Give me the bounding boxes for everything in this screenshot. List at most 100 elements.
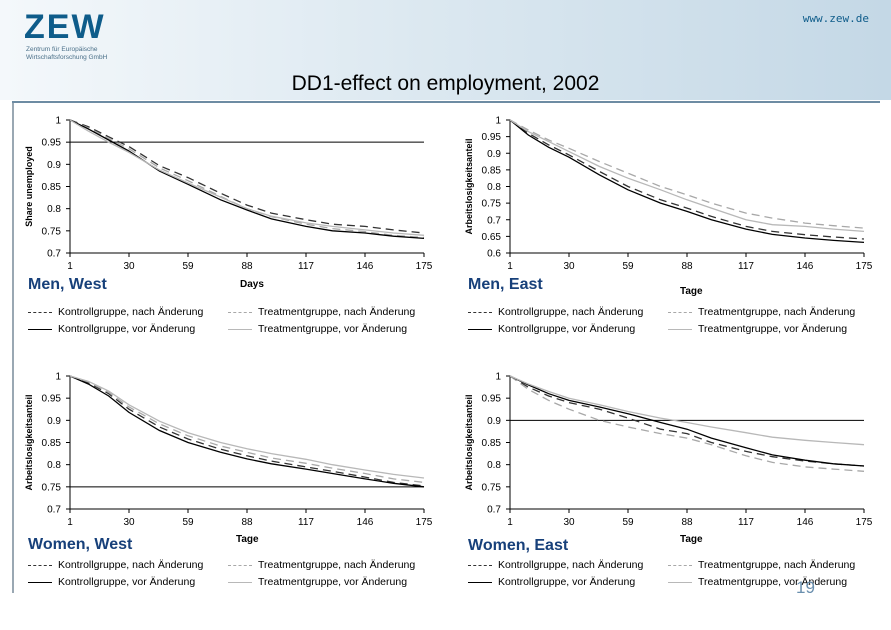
chart-panel-women-west: Arbeitslosigkeitsanteil 1 0.95 0.9 0.85 0.8 0.… <box>18 364 458 609</box>
x-axis-title: Tage <box>680 286 703 297</box>
legend: Kontrollgruppe, nach Änderung Treatmentgr… <box>28 306 438 340</box>
chart-women-west: Arbeitslosigkeitsanteil 1 0.95 0.9 0.85 0.8 0.… <box>24 372 433 529</box>
panel-label: Men, East <box>468 276 543 293</box>
x-tick-label: 59 <box>622 517 634 528</box>
legend-label: Kontrollgruppe, nach Änderung <box>58 306 204 318</box>
y-tick-label: 0.7 <box>487 215 501 226</box>
y-tick-label: 0.85 <box>482 165 502 176</box>
legend-item: Treatmentgruppe, nach Änderung <box>228 306 415 318</box>
series-line-0 <box>509 119 865 240</box>
legend-label: Treatmentgruppe, vor Änderung <box>698 576 848 588</box>
y-axis-title: Share unemployed <box>24 146 34 227</box>
chart-women-east: Arbeitslosigkeitsanteil 1 0.95 0.9 0.85 0.8 0.… <box>464 372 873 529</box>
legend-swatch <box>228 311 252 313</box>
y-tick-label: 0.7 <box>47 505 61 516</box>
y-axis-title: Arbeitslosigkeitsanteil <box>464 394 474 490</box>
series-line-3 <box>69 375 425 479</box>
legend-item: Treatmentgruppe, vor Änderung <box>228 576 407 588</box>
y-tick-label: 0.9 <box>47 416 61 427</box>
legend-swatch <box>668 311 692 313</box>
x-axis-title: Tage <box>680 534 703 545</box>
x-tick-label: 117 <box>298 261 314 272</box>
x-tick-label: 146 <box>797 261 814 272</box>
legend-item: Kontrollgruppe, vor Änderung <box>28 323 195 335</box>
y-tick-label: 0.85 <box>42 182 62 193</box>
series-line-1 <box>69 375 425 484</box>
chart-panel-women-east: Arbeitslosigkeitsanteil 1 0.95 0.9 0.85 0.8 0.… <box>458 364 891 609</box>
legend-label: Treatmentgruppe, nach Änderung <box>698 559 856 571</box>
series-line-1 <box>69 119 425 239</box>
chart-men-west: Share unemployed 1 0.95 0.9 0.85 0.8 0.75 0.7 1 3… <box>24 116 433 273</box>
title-divider <box>12 101 880 103</box>
x-tick-label: 1 <box>507 261 513 272</box>
legend-item: Kontrollgruppe, vor Änderung <box>468 576 635 588</box>
legend-item: Treatmentgruppe, nach Änderung <box>228 559 415 571</box>
legend-swatch <box>468 311 492 313</box>
y-axis-title: Arbeitslosigkeitsanteil <box>24 394 34 490</box>
y-tick-label: 0.9 <box>487 149 501 160</box>
panel-label: Men, West <box>28 276 107 293</box>
chart-men-east: Arbeitslosigkeitsanteil 1 0.95 0.9 0.85 0.8 0.… <box>464 116 873 273</box>
x-tick-label: 30 <box>563 517 575 528</box>
x-tick-label: 30 <box>123 261 135 272</box>
panel-label: Women, West <box>28 536 133 553</box>
legend-label: Kontrollgruppe, vor Änderung <box>498 323 636 335</box>
legend-swatch <box>468 581 492 583</box>
y-tick-label: 0.95 <box>42 138 62 149</box>
zew-logo: ZEW <box>24 8 106 46</box>
y-tick-label: 0.8 <box>47 204 61 215</box>
legend-swatch <box>28 311 52 313</box>
y-tick-label: 0.8 <box>487 460 501 471</box>
x-tick-label: 88 <box>241 517 253 528</box>
y-tick-label: 0.7 <box>487 505 501 516</box>
legend-item: Kontrollgruppe, nach Änderung <box>28 559 203 571</box>
y-tick-label: 0.95 <box>42 394 62 405</box>
site-url[interactable]: www.zew.de <box>802 12 869 25</box>
x-tick-label: 59 <box>182 517 194 528</box>
x-tick-label: 175 <box>856 261 873 272</box>
x-tick-label: 1 <box>507 517 513 528</box>
x-axis-title: Days <box>240 279 264 290</box>
legend: Kontrollgruppe, nach Änderung Treatmentgr… <box>28 559 438 593</box>
page-number: 19 <box>796 578 815 597</box>
y-tick-label: 1 <box>495 372 501 383</box>
series-line-0 <box>509 375 865 467</box>
x-tick-label: 146 <box>797 517 814 528</box>
x-tick-label: 146 <box>357 517 374 528</box>
legend-swatch <box>668 328 692 330</box>
legend-label: Kontrollgruppe, vor Änderung <box>58 576 196 588</box>
y-tick-label: 0.95 <box>482 132 502 143</box>
legend-item: Kontrollgruppe, nach Änderung <box>468 306 643 318</box>
x-tick-label: 88 <box>681 261 693 272</box>
series-line-2 <box>509 375 865 467</box>
x-tick-label: 1 <box>67 517 73 528</box>
series-line-2 <box>69 375 425 488</box>
frame-left-border <box>12 103 14 593</box>
legend-swatch <box>228 581 252 583</box>
legend-swatch <box>468 328 492 330</box>
series-line-2 <box>69 119 425 240</box>
x-tick-label: 88 <box>241 261 253 272</box>
y-tick-label: 0.6 <box>487 249 501 260</box>
y-tick-label: 0.8 <box>487 182 501 193</box>
legend-label: Treatmentgruppe, vor Änderung <box>258 323 408 335</box>
legend-item: Kontrollgruppe, nach Änderung <box>468 559 643 571</box>
legend-swatch <box>668 564 692 566</box>
legend-label: Treatmentgruppe, vor Änderung <box>698 323 848 335</box>
y-tick-label: 0.9 <box>47 160 61 171</box>
x-tick-label: 117 <box>298 517 314 528</box>
x-tick-label: 117 <box>738 261 754 272</box>
y-tick-label: 1 <box>55 116 61 127</box>
legend-label: Treatmentgruppe, nach Änderung <box>258 559 416 571</box>
x-tick-label: 30 <box>123 517 135 528</box>
chart-panel-men-east: Arbeitslosigkeitsanteil 1 0.95 0.9 0.85 0.8 0.… <box>458 108 891 353</box>
series-line-0 <box>69 119 425 234</box>
chart-panel-men-west: Share unemployed 1 0.95 0.9 0.85 0.8 0.75 0.7 1 3… <box>18 108 458 353</box>
series-line-0 <box>69 375 425 487</box>
legend-item: Treatmentgruppe, vor Änderung <box>668 323 847 335</box>
y-tick-label: 0.75 <box>42 226 62 237</box>
x-tick-label: 88 <box>681 517 693 528</box>
header-banner: ZEW Zentrum für Europäische Wirtschaftsf… <box>0 0 891 100</box>
series-line-1 <box>509 375 865 472</box>
legend: Kontrollgruppe, nach Änderung Treatmentgr… <box>468 306 878 340</box>
